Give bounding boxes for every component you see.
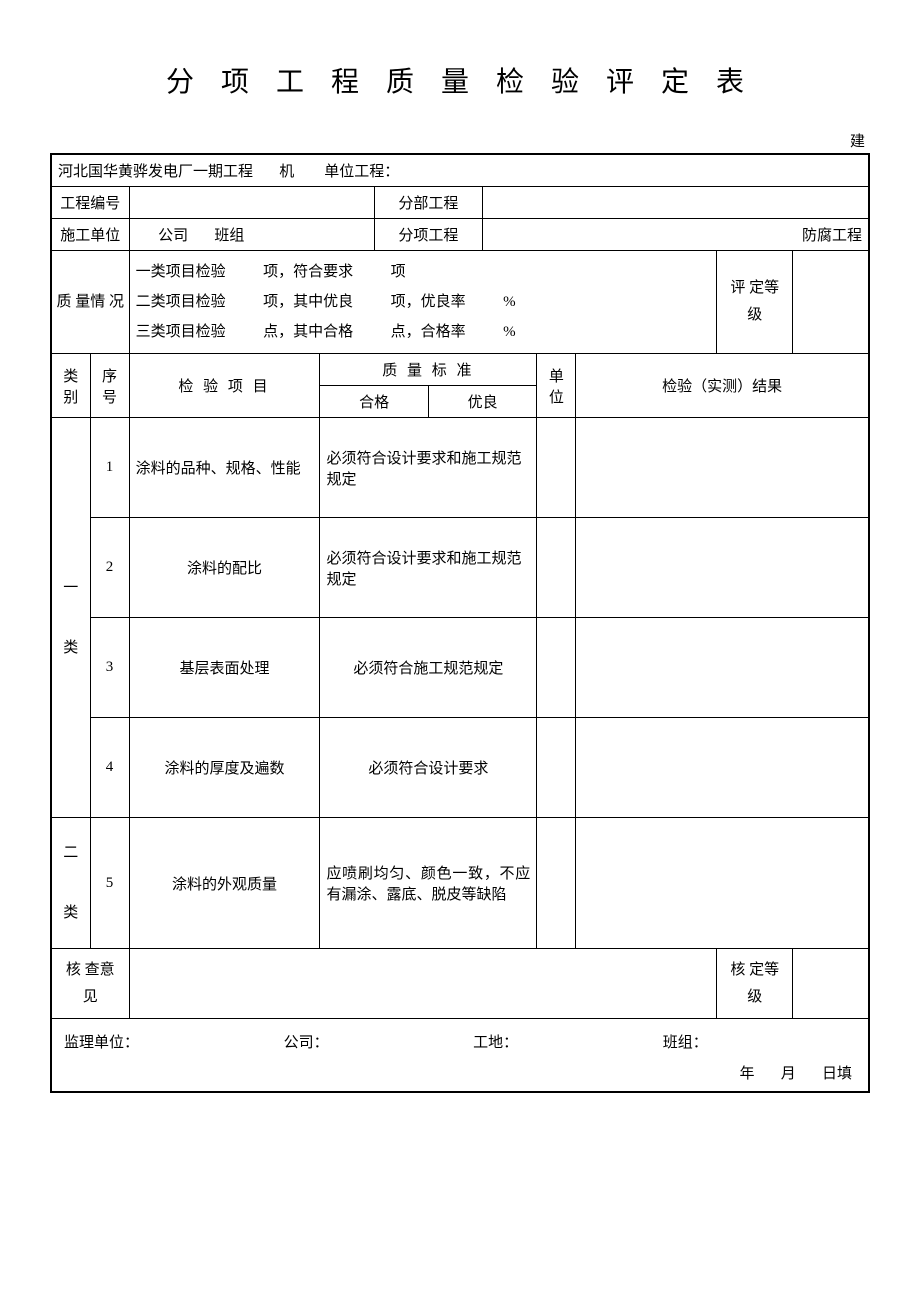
header-excellent: 优良 (428, 386, 536, 418)
row2-unit (537, 518, 576, 618)
row4-std: 必须符合设计要求 (320, 718, 537, 818)
q-line2a: 二类项目检验 (136, 294, 226, 310)
row1-result (576, 418, 869, 518)
row3-num: 3 (90, 618, 129, 718)
sub-project-label: 分部工程 (374, 187, 482, 219)
project-number-value (129, 187, 374, 219)
machine-label: 机 (279, 164, 294, 180)
item-project-label: 分项工程 (374, 219, 482, 251)
approved-level-label: 核 定等 级 (717, 949, 793, 1019)
row1-std: 必须符合设计要求和施工规范规定 (320, 418, 537, 518)
row5-item: 涂料的外观质量 (129, 818, 320, 949)
footer-site-label: 工地： (473, 1031, 518, 1052)
row2-result (576, 518, 869, 618)
row1-item: 涂料的品种、规格、性能 (129, 418, 320, 518)
q-line1c: 项 (391, 264, 406, 280)
team-text: 班组 (214, 228, 244, 244)
header-pass: 合格 (320, 386, 428, 418)
cat-2: 二类 (51, 818, 90, 949)
supervisor-label: 监理单位： (64, 1031, 139, 1052)
project-header-cell: 河北国华黄骅发电厂一期工程 机 单位工程： (51, 154, 869, 187)
top-right-label: 建 (50, 130, 870, 151)
row4-unit (537, 718, 576, 818)
row1-num: 1 (90, 418, 129, 518)
q-line2c: 项，优良率 (391, 294, 466, 310)
row5-result (576, 818, 869, 949)
row1-unit (537, 418, 576, 518)
approved-level-value (793, 949, 869, 1019)
quality-label: 质 量情 况 (51, 251, 129, 354)
row4-result (576, 718, 869, 818)
row5-std: 应喷刷均匀、颜色一致，不应有漏涂、露底、脱皮等缺陷 (320, 818, 537, 949)
review-opinion-label: 核 查意 见 (51, 949, 129, 1019)
construction-unit-value: 公司 班组 (129, 219, 374, 251)
item-project-value: 防腐工程 (483, 219, 869, 251)
q-line2d: % (503, 294, 516, 310)
company-text: 公司 (158, 228, 188, 244)
row4-num: 4 (90, 718, 129, 818)
q-line3b: 点，其中合格 (263, 324, 353, 340)
review-opinion-value (129, 949, 717, 1019)
project-prefix: 河北国华黄骅发电厂一期工程 (58, 164, 253, 180)
row4-item: 涂料的厚度及遍数 (129, 718, 320, 818)
header-quality-standard: 质 量 标 准 (320, 354, 537, 386)
eval-level-value (793, 251, 869, 354)
row3-std: 必须符合施工规范规定 (320, 618, 537, 718)
row2-num: 2 (90, 518, 129, 618)
q-line1a: 一类项目检验 (136, 264, 226, 280)
quality-content: 一类项目检验 项，符合要求 项 二类项目检验 项，其中优良 项，优良率 % (129, 251, 717, 354)
header-unit: 单位 (537, 354, 576, 418)
row3-unit (537, 618, 576, 718)
project-number-label: 工程编号 (51, 187, 129, 219)
sub-project-value (483, 187, 869, 219)
row2-item: 涂料的配比 (129, 518, 320, 618)
header-result: 检验（实测）结果 (576, 354, 869, 418)
row2-std: 必须符合设计要求和施工规范规定 (320, 518, 537, 618)
row5-unit (537, 818, 576, 949)
q-line1b: 项，符合要求 (263, 264, 353, 280)
footer-team-label: 班组： (663, 1031, 708, 1052)
page-title: 分 项 工 程 质 量 检 验 评 定 表 (50, 60, 870, 100)
row3-item: 基层表面处理 (129, 618, 320, 718)
construction-unit-label: 施工单位 (51, 219, 129, 251)
q-line2b: 项，其中优良 (263, 294, 353, 310)
year-label: 年 (739, 1066, 754, 1082)
q-line3d: % (503, 324, 516, 340)
eval-level-label: 评 定等 级 (717, 251, 793, 354)
footer-signature-row: 监理单位： 公司： 工地： 班组： 年 月 日填 (51, 1019, 869, 1093)
header-inspection-item: 检 验 项 目 (129, 354, 320, 418)
cat-1: 一类 (51, 418, 90, 818)
row5-num: 5 (90, 818, 129, 949)
day-fill-label: 日填 (822, 1066, 852, 1082)
unit-project-label: 单位工程： (324, 164, 399, 180)
header-category: 类别 (51, 354, 90, 418)
inspection-form-table: 河北国华黄骅发电厂一期工程 机 单位工程： 工程编号 分部工程 施工单位 公司 … (50, 153, 870, 1093)
footer-company-label: 公司： (284, 1031, 329, 1052)
q-line3a: 三类项目检验 (136, 324, 226, 340)
month-label: 月 (781, 1066, 796, 1082)
header-seq: 序号 (90, 354, 129, 418)
q-line3c: 点，合格率 (391, 324, 466, 340)
row3-result (576, 618, 869, 718)
